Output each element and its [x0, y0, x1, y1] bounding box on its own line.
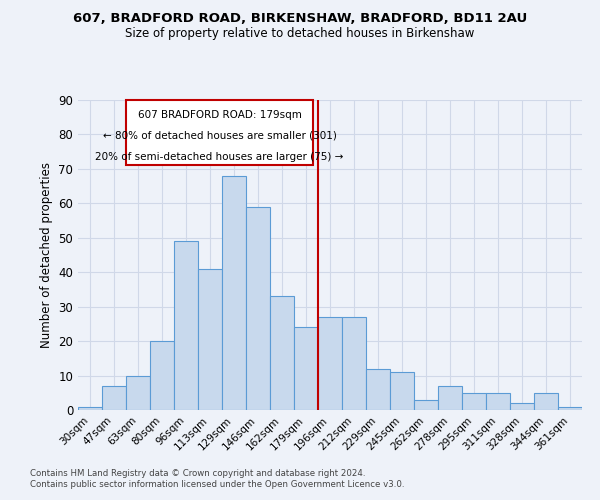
Bar	[462, 393, 486, 410]
Bar	[150, 341, 174, 410]
Text: ← 80% of detached houses are smaller (301): ← 80% of detached houses are smaller (30…	[103, 131, 337, 141]
Bar	[222, 176, 246, 410]
Bar	[102, 386, 126, 410]
Text: 607 BRADFORD ROAD: 179sqm: 607 BRADFORD ROAD: 179sqm	[137, 110, 302, 120]
Bar	[270, 296, 294, 410]
Bar	[318, 317, 342, 410]
Bar	[534, 393, 558, 410]
Bar	[78, 406, 102, 410]
Bar	[342, 317, 366, 410]
Y-axis label: Number of detached properties: Number of detached properties	[40, 162, 53, 348]
Text: 607, BRADFORD ROAD, BIRKENSHAW, BRADFORD, BD11 2AU: 607, BRADFORD ROAD, BIRKENSHAW, BRADFORD…	[73, 12, 527, 26]
Bar	[294, 328, 318, 410]
Bar	[366, 368, 390, 410]
Bar	[174, 241, 198, 410]
Text: 20% of semi-detached houses are larger (75) →: 20% of semi-detached houses are larger (…	[95, 152, 344, 162]
Bar	[390, 372, 414, 410]
Bar	[198, 269, 222, 410]
Bar	[558, 406, 582, 410]
Bar	[414, 400, 438, 410]
Bar	[438, 386, 462, 410]
Text: Size of property relative to detached houses in Birkenshaw: Size of property relative to detached ho…	[125, 28, 475, 40]
Text: Contains public sector information licensed under the Open Government Licence v3: Contains public sector information licen…	[30, 480, 404, 489]
FancyBboxPatch shape	[126, 100, 313, 166]
Bar	[126, 376, 150, 410]
Bar	[246, 207, 270, 410]
Text: Contains HM Land Registry data © Crown copyright and database right 2024.: Contains HM Land Registry data © Crown c…	[30, 468, 365, 477]
Bar	[510, 403, 534, 410]
Bar	[486, 393, 510, 410]
